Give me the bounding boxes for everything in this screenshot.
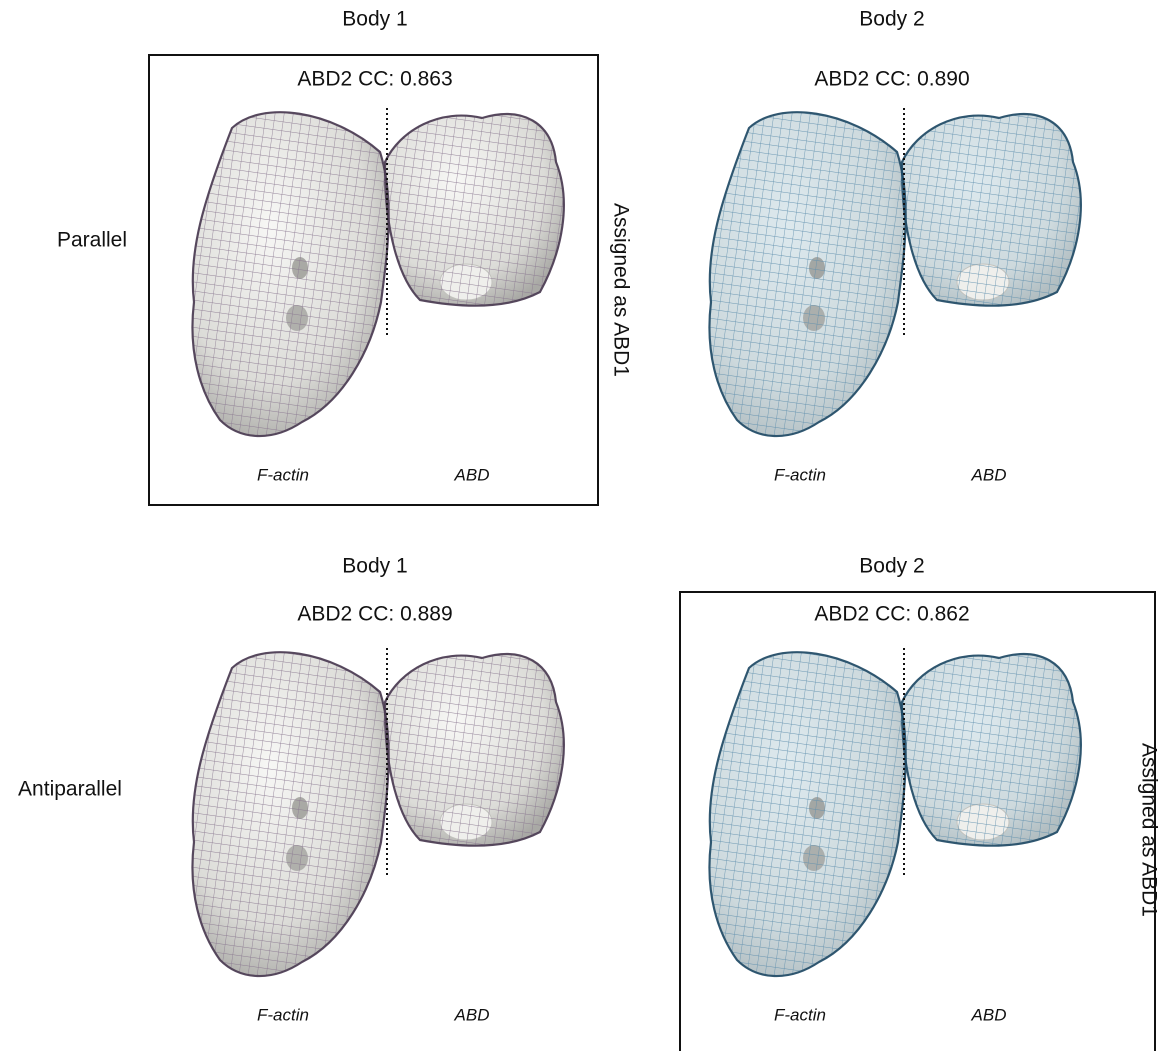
panel-title: Body 2 (859, 555, 924, 578)
row-label: Antiparallel (18, 778, 122, 801)
region-label: ABD (454, 465, 490, 484)
figure: Parallel Antiparallel Assigned as ABD1 A… (0, 0, 1167, 1051)
mesh (192, 652, 388, 976)
mesh (385, 654, 564, 846)
region-label: ABD (971, 1005, 1007, 1024)
region-label: F-actin (774, 1005, 826, 1024)
region-label: ABD (971, 465, 1007, 484)
panel: Body 2 ABD2 CC: 0.862 F-actin ABD (709, 555, 1080, 1025)
region-label: F-actin (257, 1005, 309, 1024)
mesh (902, 654, 1081, 846)
panel-title: Body 1 (342, 555, 407, 578)
assigned-label: Assigned as ABD1 (1137, 743, 1160, 917)
mesh (709, 652, 905, 976)
row-label: Parallel (57, 229, 127, 252)
region-label: ABD (454, 1005, 490, 1024)
mesh (192, 112, 388, 436)
mesh (709, 112, 905, 436)
assigned-label: Assigned as ABD1 (609, 203, 632, 377)
panels: Body 1 ABD2 CC: 0.863 F-actin ABD Body 2 ABD2… (192, 8, 1080, 1025)
cc-label: ABD2 CC: 0.889 (297, 603, 452, 626)
region-label: F-actin (774, 465, 826, 484)
panel: Body 1 ABD2 CC: 0.889 F-actin ABD (192, 555, 563, 1025)
cc-label: ABD2 CC: 0.863 (297, 68, 452, 91)
mesh (902, 114, 1081, 306)
panel-title: Body 2 (859, 8, 924, 31)
mesh (385, 114, 564, 306)
panel-title: Body 1 (342, 8, 407, 31)
panel: Body 1 ABD2 CC: 0.863 F-actin ABD (192, 8, 563, 485)
cc-label: ABD2 CC: 0.862 (814, 603, 969, 626)
page: {"rows": [ {"label": "Parallel", "assign… (0, 0, 1167, 1051)
cc-label: ABD2 CC: 0.890 (814, 68, 969, 91)
region-label: F-actin (257, 465, 309, 484)
panel: Body 2 ABD2 CC: 0.890 F-actin ABD (709, 8, 1080, 485)
